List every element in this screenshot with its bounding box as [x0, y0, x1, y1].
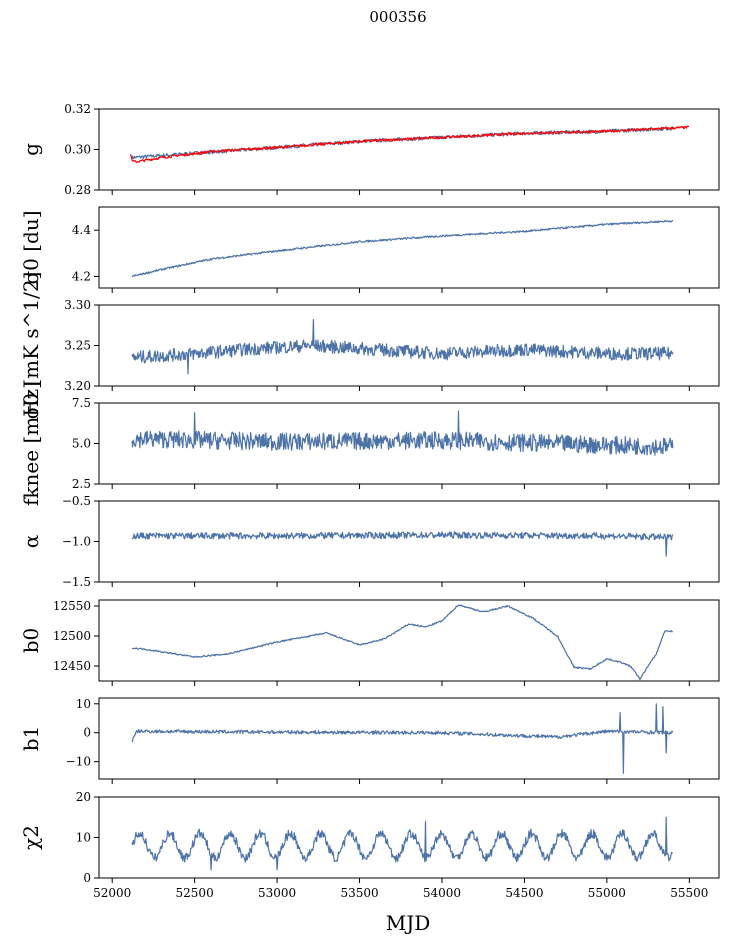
y-tick-label: 5.0 [72, 437, 91, 451]
y-tick-label: 0 [83, 726, 91, 740]
y-tick-label: 2.5 [72, 477, 91, 491]
series-line-chi2 [131, 816, 674, 871]
y-axis-label-alpha: α [19, 535, 43, 549]
y-axis-label-fknee: fknee [mHz] [19, 381, 43, 506]
axes-frame-g [98, 108, 720, 191]
series-line-sigma0 [131, 219, 674, 278]
series-line-fknee [131, 410, 674, 456]
y-tick-label: 3.25 [64, 339, 91, 353]
panel-fknee: 2.5 5.0 7.5 fknee [mHz] [19, 381, 720, 506]
y-tick-label: 12450 [53, 659, 91, 673]
axes-frame-chi2 [98, 796, 720, 879]
y-tick-label: 10 [76, 697, 91, 711]
y-tick-label: −1.5 [62, 575, 91, 589]
y-tick-label: −10 [66, 755, 91, 769]
y-tick-label: 10 [76, 831, 91, 845]
x-axis-label: MJD [386, 911, 431, 935]
axes-frame-b1 [98, 697, 720, 780]
x-tick-label: 54000 [423, 886, 461, 900]
y-tick-label: 0.30 [64, 143, 91, 157]
x-tick-label: 53000 [258, 886, 296, 900]
y-axis-label-b1: b1 [19, 726, 43, 752]
panel-sigma0: 4.2 4.4 σ0 [du] [19, 206, 720, 293]
y-tick-label: −1.0 [62, 535, 91, 549]
y-axis-label-sigma0: σ0 [du] [19, 210, 43, 284]
y-tick-label: 4.2 [72, 269, 91, 283]
y-tick-label: 20 [76, 790, 91, 804]
panel-alpha: −1.5 −1.0 −0.5 α [19, 494, 720, 589]
y-axis-label-g: g [19, 143, 43, 156]
y-tick-label: 12500 [53, 629, 91, 643]
figure-title: 000356 [369, 8, 426, 26]
series-line-sigma0_mk [131, 319, 674, 375]
axes-frame-b0 [98, 599, 720, 682]
axes-frame-sigma0 [98, 206, 720, 289]
y-tick-label: 12550 [53, 599, 91, 613]
y-tick-label: 7.5 [72, 396, 91, 410]
y-axis-label-sigma0_mk: σ0 [mK s^1/2] [19, 272, 43, 420]
y-axis-label-b0: b0 [19, 628, 43, 654]
series-line-b0 [132, 604, 673, 681]
x-tick-label: 55000 [588, 886, 626, 900]
y-tick-label: −0.5 [62, 494, 91, 508]
x-tick-label: 52500 [176, 886, 214, 900]
y-axis-label-chi2: χ2 [19, 825, 43, 850]
subplots: 0.28 0.30 0.32 g 4.2 4.4 σ0 [du] 3.20 3.25 3.30 σ0… [19, 102, 720, 900]
x-tick-label: 52000 [93, 886, 131, 900]
axes-frame-alpha [98, 500, 720, 583]
y-tick-label: 0 [83, 871, 91, 885]
y-tick-label: 4.4 [72, 223, 91, 237]
panel-sigma0_mk: 3.20 3.25 3.30 σ0 [mK s^1/2] [19, 272, 720, 420]
series-line-g-fit [129, 125, 690, 164]
x-tick-label: 53500 [340, 886, 378, 900]
panel-g: 0.28 0.30 0.32 g [19, 102, 720, 197]
panel-chi2: 0 10 20 52000 52500 53000 53500 54000 54500 55000… [19, 790, 720, 900]
axes-frame-sigma0_mk [98, 304, 720, 387]
series-line-b1 [131, 703, 674, 774]
series-line-g [131, 126, 674, 160]
series-line-alpha [131, 531, 674, 557]
panel-b0: 12450 12500 12550 b0 [19, 599, 720, 686]
x-tick-label: 55500 [670, 886, 708, 900]
panel-b1: −10 0 10 b1 [19, 697, 720, 784]
y-tick-label: 0.32 [64, 102, 91, 116]
y-tick-label: 0.28 [64, 183, 91, 197]
y-tick-label: 3.20 [64, 379, 91, 393]
y-tick-label: 3.30 [64, 298, 91, 312]
x-tick-label: 54500 [505, 886, 543, 900]
